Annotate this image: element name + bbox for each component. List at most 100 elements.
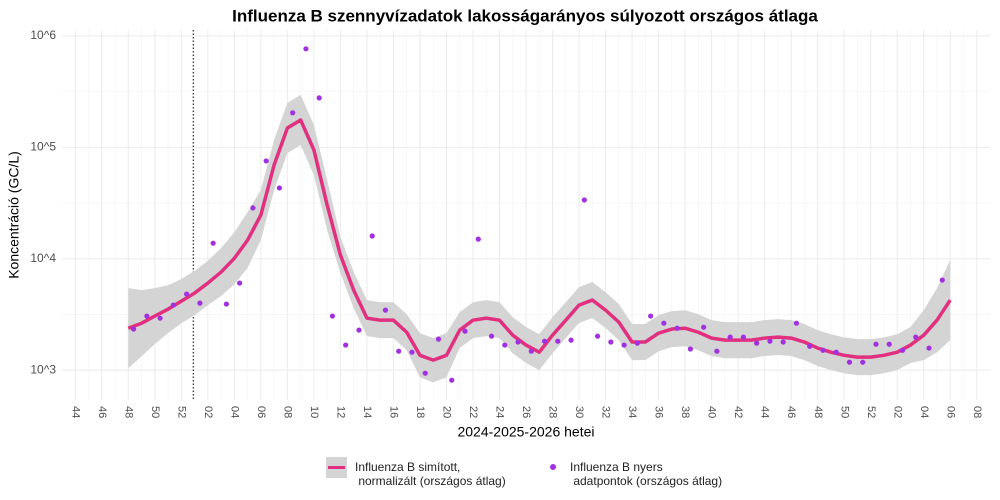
data-point: [687, 346, 693, 352]
x-tick-label: 06: [255, 406, 267, 418]
data-point: [608, 339, 614, 345]
data-point: [488, 333, 495, 339]
x-tick-label: 44: [759, 406, 771, 418]
data-point: [343, 342, 349, 348]
data-point: [475, 236, 481, 242]
data-point: [727, 334, 733, 340]
x-tick-label: 46: [785, 406, 797, 418]
y-tick-label: 10^3: [30, 362, 56, 376]
x-tick-label: 08: [281, 406, 293, 418]
x-axis-label: 2024-2025-2026 hetei: [457, 424, 594, 440]
data-point: [382, 307, 389, 313]
x-tick-label: 52: [175, 406, 187, 418]
x-tick-label: 24: [494, 406, 506, 418]
x-tick-label: 14: [361, 406, 373, 418]
x-tick-label: 32: [600, 406, 612, 418]
data-point: [541, 338, 548, 344]
data-point: [316, 95, 322, 101]
x-tick-label: 26: [520, 406, 532, 418]
data-point: [913, 334, 919, 340]
x-tick-label: 04: [918, 406, 930, 418]
x-tick-label: 22: [467, 406, 479, 418]
data-point: [568, 337, 574, 343]
plot: 44 46 48 50 52 02 04 06 08 10 12 14 16 18 20 22 24 26 28 30…: [30, 28, 990, 418]
x-tick-label: 42: [732, 406, 744, 418]
x-tick-label: 20: [441, 406, 453, 418]
confidence-band: [128, 94, 951, 383]
data-point: [237, 280, 243, 286]
data-point: [462, 328, 468, 334]
data-point: [130, 326, 137, 332]
x-tick-label: 52: [865, 406, 877, 418]
data-point: [754, 340, 760, 346]
legend-label: Influenza B nyers adatpontok (országos á…: [570, 460, 723, 488]
data-point: [356, 327, 362, 333]
data-point: [409, 349, 415, 355]
data-point: [846, 359, 853, 365]
x-tick-label: 02: [202, 406, 214, 418]
data-point: [820, 347, 826, 353]
data-point: [502, 342, 508, 348]
data-point: [223, 301, 229, 307]
data-point: [621, 342, 627, 348]
x-tick-label: 38: [679, 406, 691, 418]
data-point: [661, 320, 667, 326]
data-point: [303, 46, 309, 52]
data-point: [740, 334, 747, 340]
data-point: [276, 185, 283, 191]
data-point: [555, 338, 561, 344]
data-point: [581, 197, 587, 203]
data-point: [701, 324, 707, 330]
data-point: [422, 370, 428, 376]
y-tick-label: 10^5: [30, 140, 56, 154]
x-tick-label: 48: [812, 406, 824, 418]
x-tick-label: 18: [414, 406, 426, 418]
data-point: [210, 240, 216, 246]
data-point: [674, 325, 680, 331]
data-point: [807, 343, 813, 349]
data-point: [263, 158, 269, 164]
data-point: [939, 277, 945, 283]
data-point: [860, 359, 866, 365]
data-point: [250, 205, 256, 211]
x-tick-label: 30: [573, 406, 585, 418]
data-point: [396, 348, 402, 354]
data-point: [144, 313, 150, 319]
chart-title: Influenza B szennyvízadatok lakosságarán…: [232, 6, 818, 25]
x-tick-label: 02: [891, 406, 903, 418]
data-point: [648, 313, 654, 319]
x-tick-label: 28: [547, 406, 559, 418]
x-tick-label: 04: [228, 406, 240, 418]
x-tick-label: 50: [149, 406, 161, 418]
legend-label: Influenza B simított, normalizált (orszá…: [355, 460, 506, 488]
data-point: [329, 313, 336, 319]
data-point: [780, 339, 786, 345]
x-tick-label: 50: [838, 406, 850, 418]
x-tick-label: 40: [706, 406, 718, 418]
data-point: [197, 300, 203, 306]
data-point: [926, 345, 932, 351]
data-point: [184, 291, 190, 297]
x-tick-label: 16: [388, 406, 400, 418]
data-point: [594, 333, 601, 339]
data-point: [369, 233, 375, 239]
data-point: [528, 348, 534, 354]
data-point: [833, 349, 839, 355]
data-point: [170, 302, 176, 308]
x-tick-label: 46: [96, 406, 108, 418]
data-point: [886, 341, 892, 347]
smoothed-line: [127, 118, 952, 362]
data-point: [157, 315, 163, 321]
data-point: [634, 340, 640, 346]
y-tick-label: 10^4: [30, 251, 56, 265]
x-tick-label: 44: [69, 406, 81, 418]
data-point: [515, 339, 521, 345]
y-tick-label: 10^6: [30, 28, 56, 42]
data-point: [767, 338, 773, 344]
data-point: [899, 347, 906, 353]
x-tick-label: 36: [653, 406, 665, 418]
data-point: [873, 341, 879, 347]
x-tick-label: 48: [122, 406, 134, 418]
data-point: [714, 348, 720, 354]
